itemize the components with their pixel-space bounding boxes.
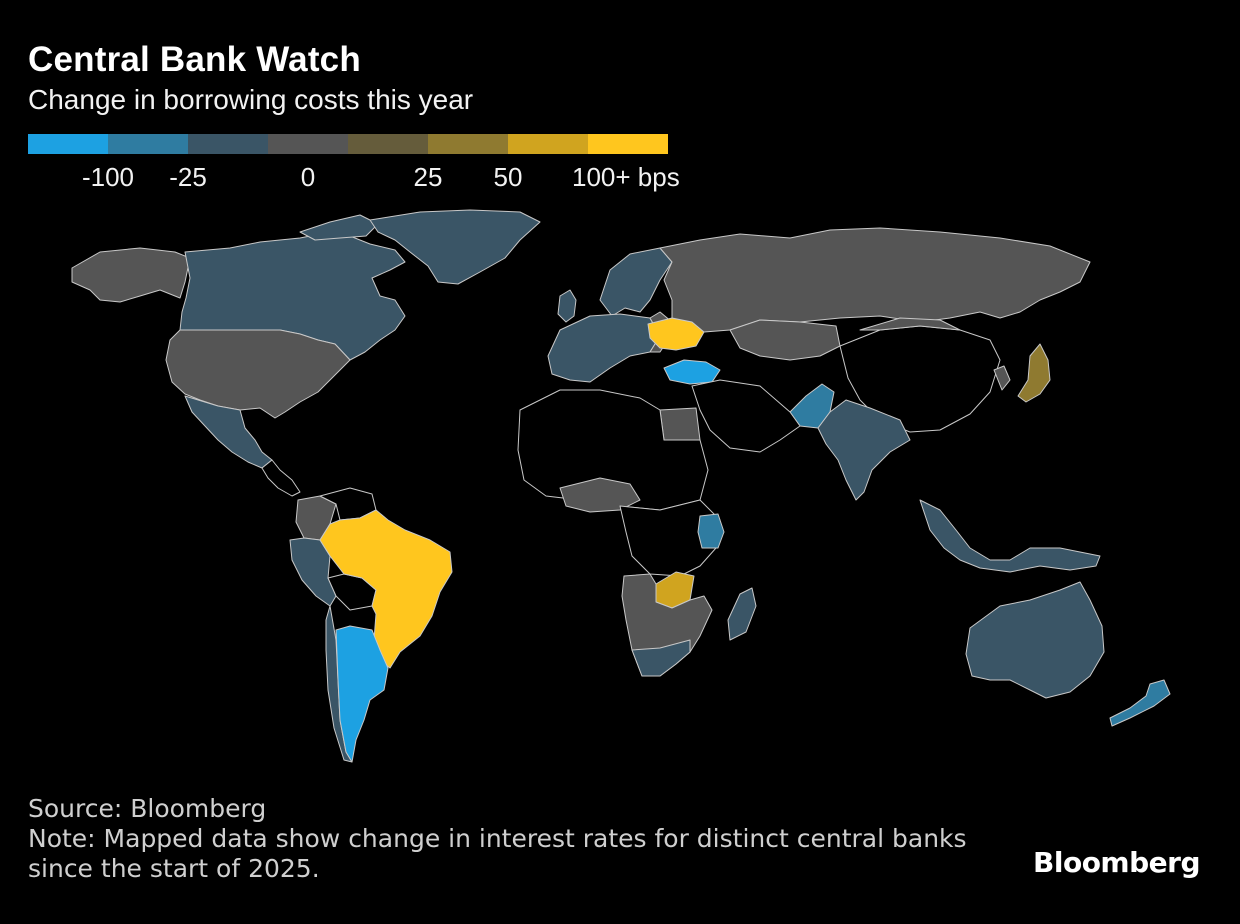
country-new-zealand <box>1109 679 1171 727</box>
country-pakistan <box>789 383 835 429</box>
country-canada-islands <box>299 214 379 241</box>
legend-labels: -100 -25 0 25 50 100+ bps <box>0 162 760 198</box>
chart-title: Central Bank Watch <box>28 40 361 79</box>
country-south-africa <box>631 639 691 677</box>
country-japan <box>1017 343 1051 403</box>
country-australia <box>965 581 1105 699</box>
country-kazakhstan <box>729 319 841 361</box>
footer: Source: Bloomberg Note: Mapped data show… <box>28 794 967 884</box>
legend-swatch <box>268 134 348 154</box>
country-north-africa <box>517 389 709 511</box>
country-uk <box>557 289 577 323</box>
country-russia <box>659 227 1091 333</box>
country-mongolia <box>859 317 961 331</box>
note-text-line1: Note: Mapped data show change in interes… <box>28 824 967 853</box>
country-middle-east <box>691 379 801 453</box>
country-madagascar <box>727 587 757 641</box>
legend-label: 25 <box>413 162 443 192</box>
legend-label: 50 <box>493 162 523 192</box>
country-korea <box>993 365 1011 391</box>
legend-swatch <box>28 134 108 154</box>
bloomberg-logo: Bloomberg <box>1033 846 1200 879</box>
country-central-africa <box>619 499 721 577</box>
chart-subtitle: Change in borrowing costs this year <box>28 84 474 115</box>
legend-swatch <box>428 134 508 154</box>
country-central-america <box>261 459 301 497</box>
legend-swatch <box>188 134 268 154</box>
source-text: Source: Bloomberg <box>28 794 267 823</box>
country-egypt <box>659 407 701 441</box>
country-west-africa <box>559 477 641 513</box>
legend-swatch <box>588 134 668 154</box>
country-brazil <box>319 509 453 669</box>
legend-swatch <box>348 134 428 154</box>
legend-label: -100 <box>81 162 135 192</box>
legend-label: 0 <box>300 162 316 192</box>
legend-label: 100+ bps <box>572 162 680 192</box>
country-greenland <box>369 209 541 285</box>
country-alaska <box>71 247 191 303</box>
legend-swatch <box>108 134 188 154</box>
world-map <box>71 209 1171 763</box>
country-united-states <box>165 329 351 419</box>
legend-color-scale <box>28 134 668 154</box>
note-text-line2: since the start of 2025. <box>28 854 320 883</box>
country-turkey <box>663 359 721 385</box>
country-western-europe <box>547 313 661 383</box>
country-india <box>817 399 911 501</box>
country-argentina <box>335 625 389 763</box>
country-southeast-asia <box>919 499 1101 573</box>
country-kenya <box>697 513 725 549</box>
legend-swatch <box>508 134 588 154</box>
country-scandinavia <box>599 247 673 317</box>
legend-label: -25 <box>169 162 207 192</box>
